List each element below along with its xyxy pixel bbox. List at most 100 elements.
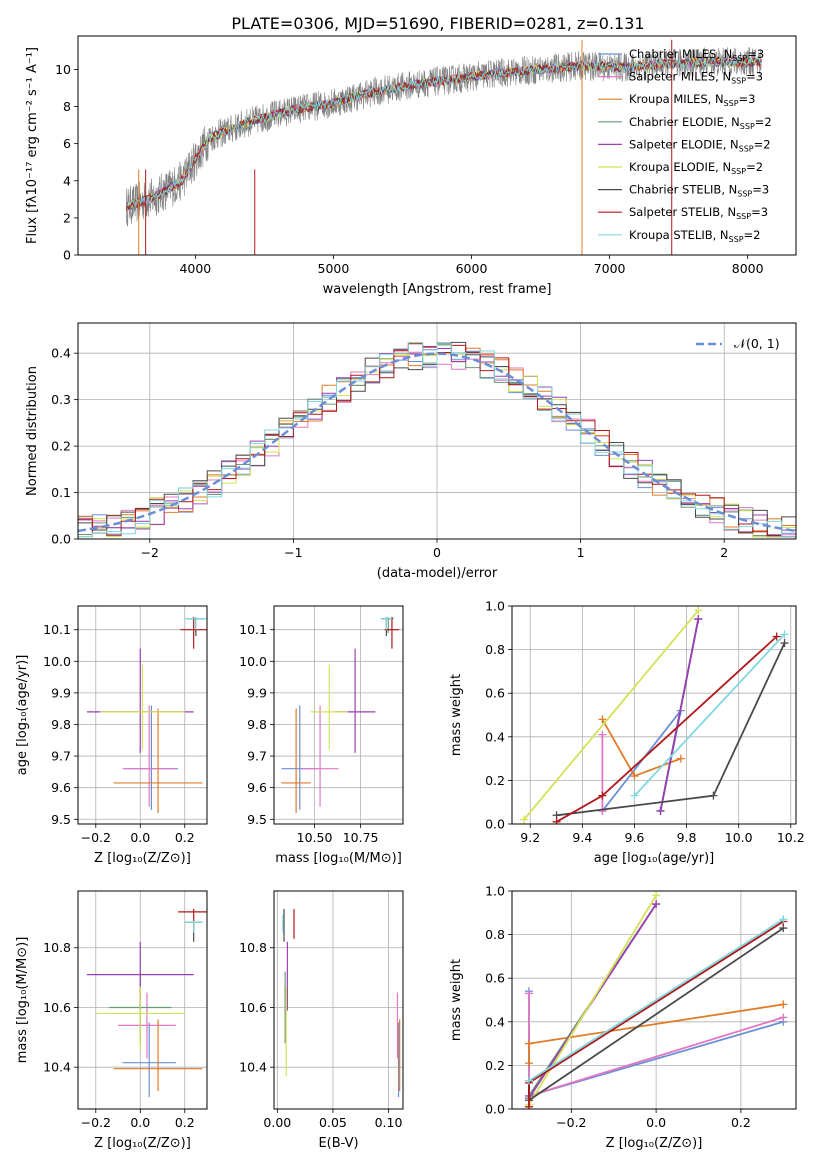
y-tick-label: 1.0 [485,599,505,614]
data-point-7 [180,617,207,649]
x-tick-label: 9.2 [520,830,540,845]
grid [78,891,207,1109]
y-tick-label: 9.7 [51,749,71,764]
data-point-1 [122,705,176,807]
y-axis-label: age [log₁₀(age/yr)] [15,655,30,776]
y-tick-label: 10 [55,62,71,77]
plot-area [281,617,400,813]
y-tick-label: 4 [63,173,71,188]
y-tick-label: 10.0 [239,654,267,669]
legend-name: Chabrier ELODIE, N [629,115,740,129]
axes-frame [77,322,797,540]
plot-area [86,617,207,813]
weight-marker [709,791,718,800]
weight-marker [552,817,561,824]
y-tick-label: 9.8 [247,717,267,732]
data-point-1 [301,705,339,807]
legend-entry: Salpeter MILES, NSSP=3 [629,70,763,86]
x-tick-label: 0.0 [130,1115,150,1130]
y-tick-label: 0.0 [51,532,71,547]
data-point-8 [380,617,392,630]
x-tick-label: 8000 [732,261,764,276]
weight-marker [676,754,685,763]
histogram-8 [78,341,796,538]
y-tick-label: 0.6 [485,686,505,701]
weight-series-8 [528,918,784,1082]
legend-name: Kroupa MILES, N [629,92,724,106]
weight-marker [694,606,703,615]
weight-series-4 [659,618,700,812]
weight-marker [524,1039,533,1048]
x-tick-label: 0.2 [175,830,195,845]
y-tick-label: 10.6 [43,1000,71,1015]
data-point-5 [95,986,185,1050]
weight-marker [524,989,533,998]
legend-sub: SSP [736,212,751,221]
grid [274,606,403,824]
y-axis-label: Normed distribution [25,366,40,496]
x-axis-label: mass [log₁₀(M/M⊙)] [275,851,402,866]
weight-series-5 [528,894,657,1106]
data-point-8 [184,617,207,630]
x-tick-label: 0.2 [175,1115,195,1130]
y-tick-label: 9.6 [247,780,267,795]
y-axis-label: Flux [fλ10⁻¹⁷ erg cm⁻² s⁻¹ A⁻¹] [25,47,40,244]
x-tick-label: 4000 [179,261,211,276]
legend-entry: Kroupa STELIB, NSSP=2 [629,228,760,244]
legend-entry: Chabrier ELODIE, NSSP=2 [629,115,772,131]
y-axis-label: mass weight [449,959,464,1041]
model-spectrum-8 [126,56,762,208]
panel-age_vs_mass: 10.50 10.75 9.5 9.6 9.7 9.8 9.9 10.0 10.1 mass [l… [239,605,404,866]
y-tick-label: 9.5 [247,812,267,827]
weight-marker [772,632,781,641]
data-point-0 [124,705,179,810]
weight-marker [524,1102,533,1109]
x-tick-label: 0.0 [646,1115,666,1130]
legend-sub: SSP [724,99,739,108]
legend-entry: Salpeter ELODIE, NSSP=2 [629,137,771,153]
y-tick-label: 9.6 [51,780,71,795]
legend-sub: SSP [739,144,754,153]
weight-marker [779,1000,788,1009]
data-point-1 [118,992,176,1059]
x-axis-label: age [log₁₀(age/yr)] [594,851,715,866]
data-point-0 [281,705,319,810]
y-tick-label: 2 [63,210,71,225]
legend-name: Kroupa STELIB, N [629,228,729,242]
y-tick-label: 10.4 [239,1060,267,1075]
plot-area [78,341,796,538]
y-tick-label: 10.8 [239,940,267,955]
axes-frame [273,605,404,825]
x-tick-label: 0.10 [375,1115,403,1130]
x-tick-label: 1 [577,545,585,560]
legend-name: Chabrier STELIB, N [629,183,737,197]
grid [512,605,796,825]
x-tick-label: 5000 [318,261,350,276]
y-tick-label: 0.0 [485,817,505,832]
data-point-5 [100,664,185,750]
legend-tail: =2 [754,137,771,151]
data-point-7 [384,617,400,649]
weight-marker [652,900,661,909]
y-tick-label: 9.7 [247,749,267,764]
grid [274,891,403,1109]
legend-tail: =3 [746,70,763,84]
x-tick-label: 0.05 [319,1115,347,1130]
y-tick-label: 9.9 [51,685,71,700]
x-tick-label: 9.4 [572,830,592,845]
weight-marker [780,639,789,648]
legend-name: Chabrier MILES, N [629,47,732,61]
legend-sub: SSP [731,77,746,86]
legend-tail: =3 [747,47,764,61]
panel-weight_vs_age: 9.2 9.4 9.6 9.8 10.0 10.2 0.0 0.2 0.4 0.6 0.8 1.0 ag… [449,599,805,867]
panel-mass_vs_Z: −0.2 0.0 0.2 10.4 10.6 10.8 Z [log₁₀(Z/Z⊙)] mas… [15,890,208,1151]
x-tick-label: 2 [720,545,728,560]
plot-area [519,606,789,824]
x-axis-label: Z [log₁₀(Z/Z⊙)] [94,1136,191,1151]
axes-frame [77,35,797,256]
legend-tail: =3 [751,205,768,219]
data-point-2 [281,708,311,813]
data-point-2 [113,1019,203,1092]
y-tick-label: 10.1 [239,622,267,637]
y-tick-label: 0.6 [485,971,505,986]
